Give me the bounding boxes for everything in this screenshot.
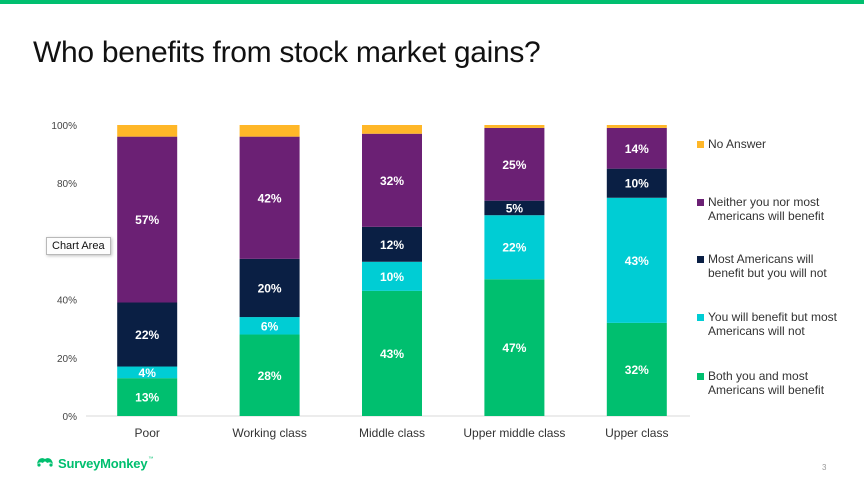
bar-segment[interactable] [606,168,667,198]
x-tick-label: Middle class [359,426,425,440]
legend-label: You will benefit but most Americans will… [708,310,837,338]
legend-label: No Answer [708,137,767,151]
bar-segment[interactable] [484,125,545,128]
bar-segment[interactable] [362,290,422,416]
bar-segment[interactable] [117,125,178,137]
legend-swatch [697,141,704,148]
bar-data-label: 6% [261,319,279,333]
bar-data-label: 47% [502,341,526,355]
slide-title: Who benefits from stock market gains? [33,36,541,69]
legend-swatch [697,256,704,263]
y-tick-label: 20% [57,354,77,365]
x-tick-label: Working class [232,426,306,440]
bar-segment[interactable] [239,258,300,318]
bar-data-label: 20% [258,281,282,295]
x-tick-label: Upper class [605,426,668,440]
bar-segment[interactable] [484,279,545,416]
bar-data-label: 32% [625,363,649,377]
bar-segment[interactable] [362,133,422,227]
x-tick-label: Poor [135,426,160,440]
y-tick-label: 80% [57,179,77,190]
bar-segment[interactable] [606,125,667,128]
bar-data-label: 10% [625,177,649,191]
bar-segment[interactable] [239,317,300,335]
bar-segment[interactable] [117,136,178,303]
bar-segment[interactable] [484,200,545,216]
y-tick-label: 40% [57,296,77,307]
bar-data-label: 22% [135,328,159,342]
legend-swatch [697,373,704,380]
bar-data-label: 43% [625,254,649,268]
brand-name: SurveyMonkey [58,455,148,471]
bar-data-label: 10% [380,270,404,284]
brand-logo: SurveyMonkey ™ [35,454,153,472]
bar-segment[interactable] [484,127,545,201]
page-number: 3 [822,463,827,472]
bar-data-label: 4% [139,366,157,380]
legend-swatch [697,199,704,206]
legend-label: Most Americans will benefit but you will… [708,252,827,280]
bar-segment[interactable] [117,366,178,379]
bar-segment[interactable] [606,197,667,323]
bar-segment[interactable] [117,378,178,416]
bar-segment[interactable] [362,125,422,134]
chart-area-tooltip: Chart Area [46,237,111,255]
bar-data-label: 5% [506,201,524,215]
x-tick-label: Upper middle class [463,426,565,440]
bar-data-label: 13% [135,391,159,405]
legend-swatch [697,314,704,321]
legend-label: Both you and most Americans will benefit [708,369,825,397]
bar-segment[interactable] [117,302,178,367]
brand-trademark: ™ [148,456,154,462]
y-tick-label: 100% [51,121,77,132]
bar-segment[interactable] [484,215,545,280]
legend-label: Neither you nor most Americans will bene… [708,195,825,223]
y-tick-label: 0% [63,412,78,423]
bar-segment[interactable] [606,322,667,416]
bar-segment[interactable] [239,136,300,259]
slide-accent-bar [0,0,864,4]
bar-segment[interactable] [239,125,300,137]
bar-data-label: 42% [258,191,282,205]
bar-segment[interactable] [362,226,422,262]
surveymonkey-logo-icon [35,454,55,472]
bar-data-label: 14% [625,142,649,156]
bar-data-label: 22% [502,241,526,255]
bar-segment[interactable] [606,127,667,169]
bar-data-label: 28% [258,369,282,383]
bar-segment[interactable] [239,334,300,416]
bar-data-label: 25% [502,158,526,172]
bar-data-label: 57% [135,213,159,227]
bar-data-label: 32% [380,174,404,188]
bar-data-label: 12% [380,238,404,252]
bar-segment[interactable] [362,261,422,291]
bar-data-label: 43% [380,347,404,361]
